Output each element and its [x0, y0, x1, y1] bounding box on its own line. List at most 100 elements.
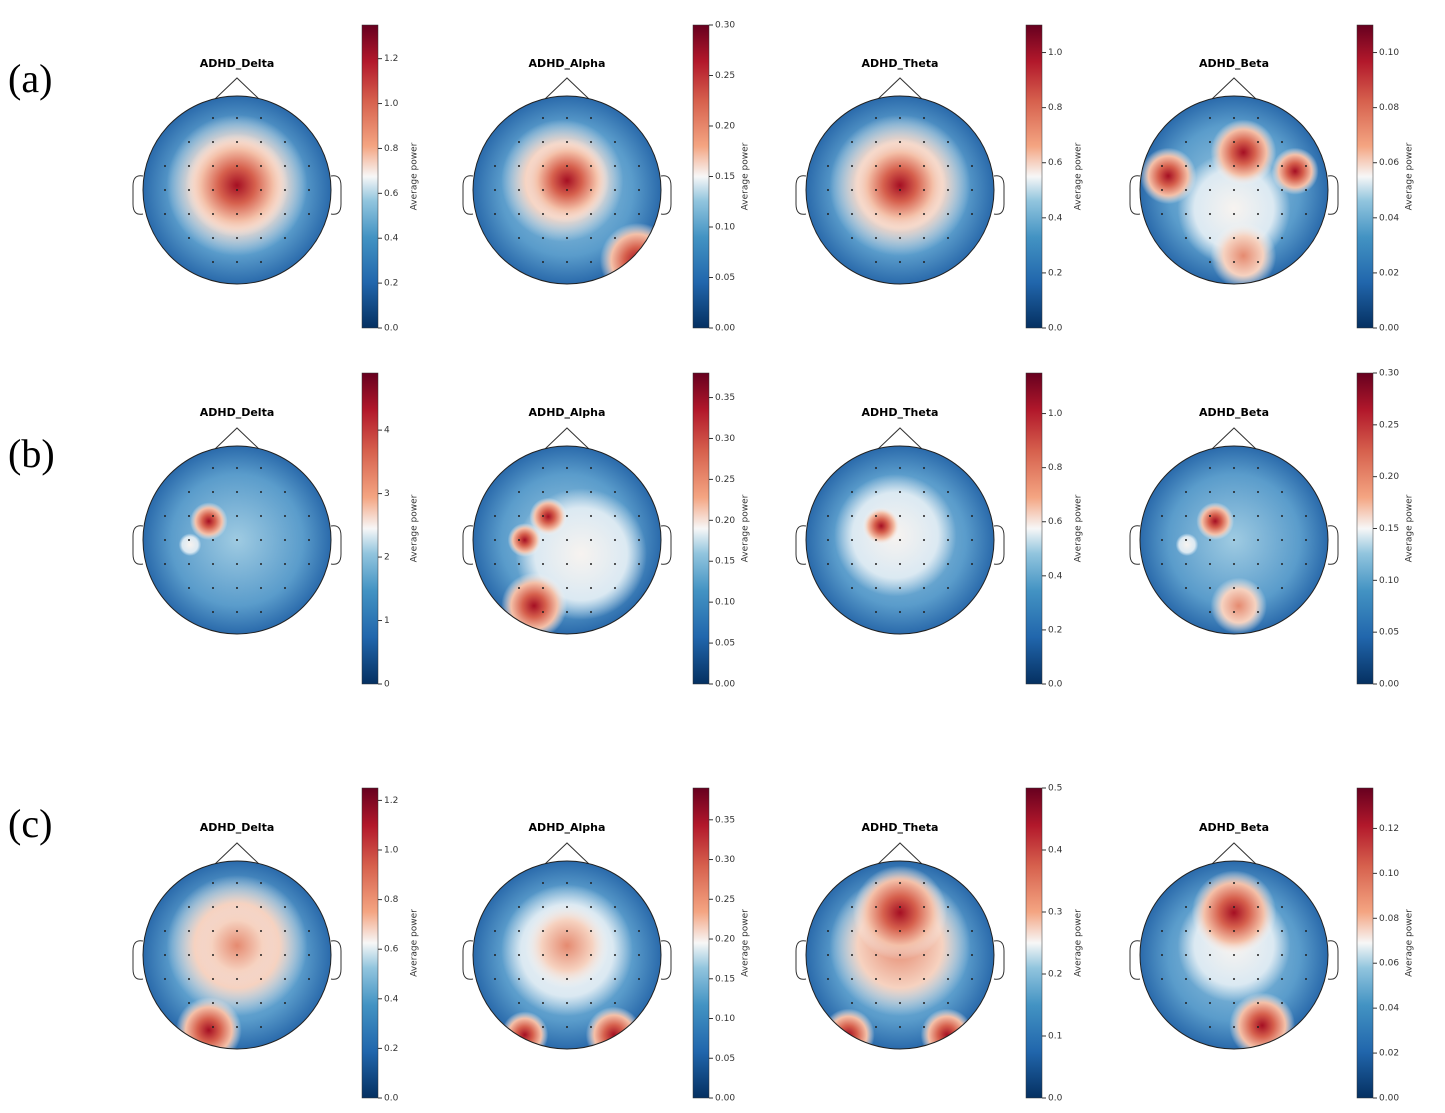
electrode: [1209, 491, 1211, 493]
electrode: [1185, 539, 1187, 541]
topomap-panel: ADHD_Theta 0.0 0.2 0.4 0.6 0.8 1.0 Average powe…: [795, 372, 1084, 690]
electrode: [1281, 587, 1283, 589]
ear: [462, 175, 474, 215]
ear: [132, 525, 144, 565]
electrode: [1233, 882, 1235, 884]
electrode: [212, 467, 214, 469]
chart-title: ADHD_Delta: [200, 821, 275, 834]
electrode: [212, 491, 214, 493]
electrode: [308, 189, 310, 191]
tick-label: 0.05: [715, 1054, 735, 1064]
electrode: [212, 978, 214, 980]
electrode: [284, 930, 286, 932]
electrode: [614, 587, 616, 589]
electrode: [308, 978, 310, 980]
electrode: [590, 467, 592, 469]
electrode: [236, 141, 238, 143]
electrode: [899, 978, 901, 980]
electrode: [947, 954, 949, 956]
electrode: [566, 237, 568, 239]
head-outline: [142, 95, 332, 285]
tick-label: 0.1: [1048, 1032, 1062, 1042]
electrode: [164, 978, 166, 980]
electrode: [590, 1002, 592, 1004]
electrode: [284, 1002, 286, 1004]
electrode: [1233, 515, 1235, 517]
electrode: [1185, 141, 1187, 143]
tick-label: 0.35: [715, 815, 735, 825]
electrode: [1233, 954, 1235, 956]
electrode: [236, 978, 238, 980]
electrode: [1257, 117, 1259, 119]
nose: [544, 77, 590, 100]
electrode: [494, 563, 496, 565]
electrode: [518, 954, 520, 956]
electrode: [1185, 189, 1187, 191]
tick-label: 0.08: [1379, 103, 1399, 113]
electrode: [566, 587, 568, 589]
head-outline: [805, 860, 995, 1050]
electrode: [614, 1002, 616, 1004]
electrode: [590, 539, 592, 541]
field-blob: [1196, 502, 1234, 540]
electrode: [284, 491, 286, 493]
tick-label: 4: [384, 426, 390, 436]
electrode: [566, 978, 568, 980]
electrode: [851, 237, 853, 239]
tick-label: 0.00: [1379, 1094, 1399, 1104]
field: [164, 114, 310, 263]
electrode: [1209, 906, 1211, 908]
electrode: [1257, 978, 1259, 980]
tick-label: 0.00: [1379, 324, 1399, 334]
electrode: [1257, 467, 1259, 469]
ear: [330, 175, 342, 215]
electrode: [212, 611, 214, 613]
ear: [795, 525, 807, 565]
electrode: [1305, 978, 1307, 980]
electrode: [590, 1026, 592, 1028]
ear: [462, 525, 474, 565]
tick-label: 1: [384, 616, 390, 626]
electrode: [1257, 930, 1259, 932]
electrode: [971, 954, 973, 956]
electrode: [1305, 954, 1307, 956]
electrode: [1257, 587, 1259, 589]
electrode: [875, 165, 877, 167]
head-outline: [472, 860, 662, 1050]
electrode: [899, 213, 901, 215]
colorbar: [361, 24, 379, 329]
nose: [877, 77, 923, 100]
electrode: [1161, 978, 1163, 980]
electrode: [614, 906, 616, 908]
electrode: [1281, 491, 1283, 493]
head-outline: [472, 445, 662, 635]
electrode: [236, 467, 238, 469]
tick-label: 0.8: [384, 895, 399, 905]
electrode: [638, 954, 640, 956]
field-blob: [185, 133, 289, 237]
electrode: [875, 882, 877, 884]
electrode: [899, 237, 901, 239]
electrode: [284, 587, 286, 589]
electrode: [947, 515, 949, 517]
electrode: [542, 1026, 544, 1028]
electrode: [518, 930, 520, 932]
electrode: [518, 165, 520, 167]
electrode: [518, 563, 520, 565]
electrode: [1281, 539, 1283, 541]
tick-label: 0.15: [715, 557, 735, 567]
nose: [1211, 842, 1257, 865]
electrode: [566, 1026, 568, 1028]
electrode: [1209, 141, 1211, 143]
field-blob: [1175, 533, 1199, 556]
electrode: [212, 539, 214, 541]
tick-label: 0.4: [1048, 846, 1063, 856]
topomap-panel: ADHD_Delta 0.0 0.2 0.4 0.6 0.8 1.0 1.2 Average p…: [132, 787, 420, 1104]
electrode: [284, 906, 286, 908]
electrode: [542, 515, 544, 517]
electrode: [923, 141, 925, 143]
electrode: [1161, 189, 1163, 191]
electrode: [542, 467, 544, 469]
electrode: [875, 213, 877, 215]
electrode: [1305, 165, 1307, 167]
